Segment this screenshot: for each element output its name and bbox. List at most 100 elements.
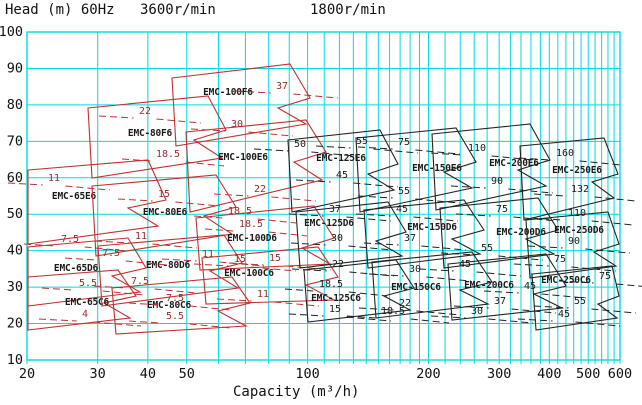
- y-tick-label-30: 30: [7, 279, 23, 295]
- model-label-EMC-250C6: EMC-250C6: [541, 275, 591, 286]
- power-curve-3600r/min-5-r: [93, 321, 142, 327]
- y-tick-label-60: 60: [7, 170, 23, 186]
- power-curve-3600r/min-1-r: [84, 246, 127, 252]
- power-label-45: 45: [558, 309, 570, 320]
- power-label-30: 30: [231, 119, 243, 130]
- power-label-18.5: 18.5: [156, 149, 180, 160]
- power-label-75: 75: [599, 271, 611, 282]
- power-label-11: 11: [48, 173, 60, 184]
- x-tick-label-200: 200: [416, 366, 440, 382]
- power-curve-1800r/min-5-r: [353, 182, 399, 188]
- power-curve-1800r/min-10-l: [288, 313, 324, 317]
- power-curve-1800r/min-23-r: [488, 318, 534, 324]
- region-EMC-250C6: [531, 265, 620, 331]
- power-curve-3600r/min-12-l: [128, 320, 161, 324]
- model-label-EMC-100F6: EMC-100F6: [203, 87, 253, 98]
- x-tick-label-500: 500: [576, 366, 600, 382]
- power-label-18.5: 18.5: [228, 206, 252, 217]
- region-EMC-80F6: [87, 95, 227, 179]
- power-curve-1800r/min-22-l: [453, 305, 489, 309]
- x-tick-label-50: 50: [179, 366, 195, 382]
- x-tick-label-20: 20: [19, 366, 35, 382]
- power-label-11: 11: [202, 249, 214, 260]
- power-curve-1800r/min-2-l: [357, 146, 393, 150]
- power-label-110: 110: [568, 208, 586, 219]
- power-curve-1800r/min-20-r: [476, 271, 522, 277]
- power-curve-1800r/min-30-l: [517, 318, 553, 322]
- power-curve-1800r/min-10-r: [346, 316, 392, 322]
- power-label-7.5: 7.5: [102, 248, 120, 259]
- power-curve-3600r/min-18-l: [193, 263, 229, 267]
- power-curve-3600r/min-5-l: [38, 318, 77, 322]
- power-curve-1800r/min-13-l: [363, 242, 399, 246]
- power-curve-3600r/min-4-l: [93, 285, 126, 289]
- power-curve-1800r/min-16-r: [410, 318, 450, 324]
- region-EMC-80C6: [111, 276, 251, 335]
- power-label-55: 55: [398, 186, 410, 197]
- power-curve-1800r/min-17-l: [450, 185, 486, 189]
- power-curve-3600r/min-11-r: [189, 305, 232, 311]
- power-curve-3600r/min-8-r: [175, 201, 221, 207]
- power-curve-1800r/min-30-r: [575, 321, 621, 327]
- power-curve-3600r/min-13-l: [235, 90, 271, 94]
- power-label-55: 55: [574, 296, 586, 307]
- power-curve-3600r/min-14-r: [248, 131, 294, 137]
- power-curve-1800r/min-7-l: [290, 242, 326, 246]
- power-label-30: 30: [471, 306, 483, 317]
- power-curve-3600r/min-11-l: [128, 302, 161, 306]
- power-curve-3600r/min-6-l: [98, 115, 134, 119]
- power-label-4: 4: [82, 309, 88, 320]
- power-curve-3600r/min-17-l: [204, 228, 234, 232]
- model-label-EMC-200E6: EMC-200E6: [489, 158, 539, 169]
- power-curve-1800r/min-18-l: [455, 213, 491, 217]
- power-curve-1800r/min-1-r: [373, 148, 419, 154]
- power-label-37: 37: [276, 81, 288, 92]
- region-EMC-80D6: [97, 234, 243, 307]
- region-EMC-250D6: [525, 211, 620, 279]
- power-curve-1800r/min-0-r: [311, 151, 357, 157]
- power-curve-1800r/min-8-l: [291, 268, 327, 272]
- x-tick-label-400: 400: [537, 366, 561, 382]
- power-curve-1800r/min-4-l: [518, 157, 551, 161]
- power-label-30: 30: [409, 264, 421, 275]
- power-curve-1800r/min-29-r: [591, 308, 637, 314]
- power-curve-3600r/min-7-l: [121, 158, 151, 162]
- model-label-EMC-100E6: EMC-100E6: [218, 152, 268, 163]
- power-label-18.5: 18.5: [381, 306, 405, 317]
- x-tick-label-300: 300: [487, 366, 511, 382]
- y-tick-label-80: 80: [7, 97, 23, 113]
- power-label-22: 22: [254, 184, 266, 195]
- power-curve-1800r/min-22-r: [511, 308, 557, 314]
- region-EMC-150D6: [363, 199, 485, 269]
- power-label-5.5: 5.5: [79, 278, 97, 289]
- power-curve-3600r/min-7-r: [185, 161, 225, 167]
- power-curve-1800r/min-16-l: [346, 315, 376, 319]
- power-label-55: 55: [356, 136, 368, 147]
- power-label-75: 75: [554, 254, 566, 265]
- power-curve-3600r/min-8-l: [117, 198, 153, 202]
- model-label-EMC-250E6: EMC-250E6: [552, 165, 602, 176]
- power-curve-3600r/min-12-r: [189, 323, 232, 329]
- power-curve-1800r/min-6-r: [346, 216, 392, 222]
- power-curve-1800r/min-20-l: [418, 268, 454, 272]
- power-label-45: 45: [459, 259, 471, 270]
- power-curve-1800r/min-0-l: [253, 148, 289, 152]
- region-EMC-250E6: [519, 137, 619, 221]
- model-label-EMC-200D6: EMC-200D6: [496, 227, 546, 238]
- power-label-7.5: 7.5: [61, 234, 79, 245]
- power-curve-1800r/min-9-l: [284, 288, 314, 292]
- power-curve-1800r/min-24-l: [533, 193, 566, 197]
- model-label-EMC-80D6: EMC-80D6: [146, 260, 191, 271]
- power-curve-1800r/min-3-r: [491, 155, 534, 161]
- power-curve-1800r/min-21-r: [541, 293, 587, 299]
- power-curve-3600r/min-17-r: [268, 231, 308, 237]
- y-tick-label-50: 50: [7, 206, 23, 222]
- power-curve-3600r/min-15-r: [271, 196, 317, 202]
- power-curve-3600r/min-4-r: [154, 288, 197, 294]
- power-label-50: 50: [294, 139, 306, 150]
- power-curve-1800r/min-29-l: [533, 305, 569, 309]
- y-tick-label-10: 10: [7, 352, 23, 368]
- model-label-EMC-125C6: EMC-125C6: [311, 293, 361, 304]
- power-label-37: 37: [329, 204, 341, 215]
